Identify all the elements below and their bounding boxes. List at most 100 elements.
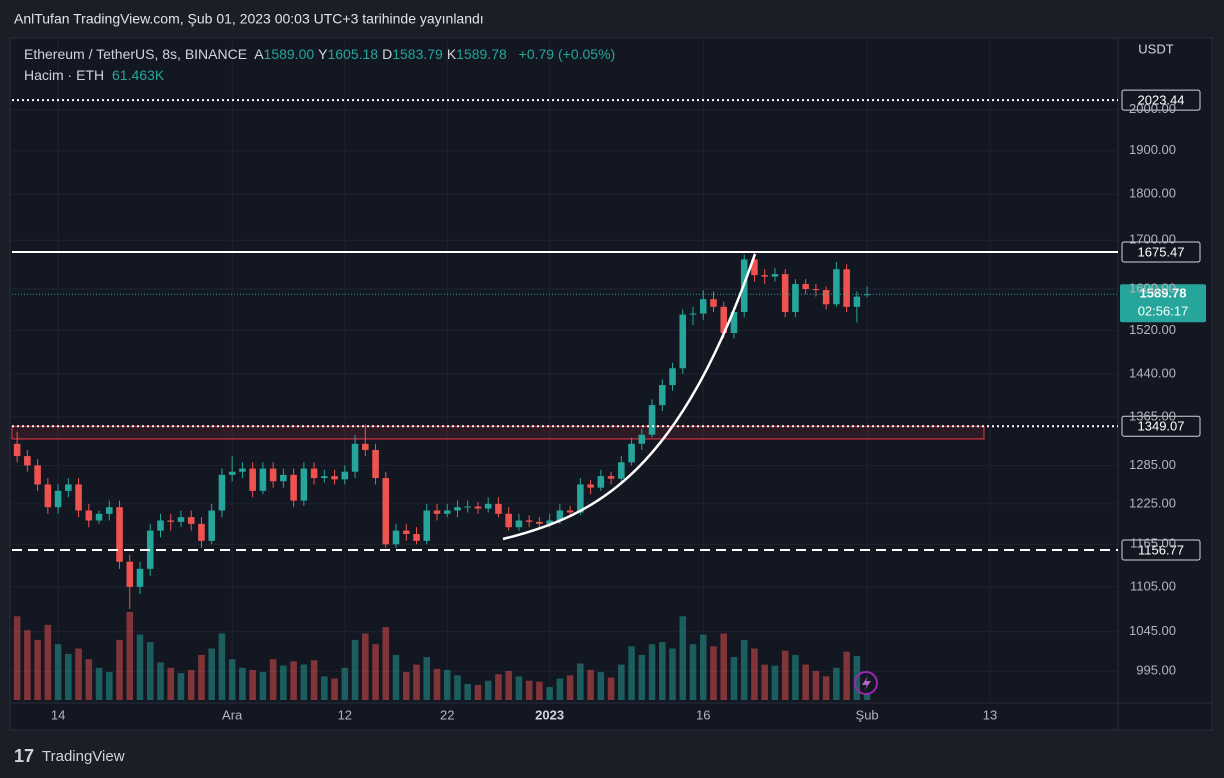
volume-bar — [95, 667, 103, 700]
volume-bar — [781, 650, 789, 700]
candle-body — [362, 443, 369, 450]
candle-body — [75, 484, 82, 511]
y-tick-label: 995.00 — [1136, 663, 1176, 678]
ohlc-fields: A1589.00 Y1605.18 D1583.79 K1589.78 — [254, 46, 511, 62]
candle-body — [699, 299, 707, 314]
volume-label: Hacim · ETH — [24, 67, 105, 83]
field-value: 1583.79 — [392, 46, 443, 62]
volume-bar — [177, 673, 185, 700]
volume-bar — [771, 665, 779, 700]
grid — [10, 38, 1118, 703]
candle-body — [638, 434, 646, 444]
x-tick-label: 14 — [51, 707, 65, 722]
legend-row: Ethereum / TetherUS, 8s, BINANCE A1589.0… — [24, 44, 619, 65]
candle-body — [484, 503, 492, 509]
x-tick-label: 16 — [696, 707, 710, 722]
volume-bar — [525, 680, 533, 700]
y-tick-label: 1285.00 — [1129, 457, 1176, 472]
volume-bar — [474, 684, 482, 700]
volume-bar — [863, 693, 871, 700]
volume-bar — [659, 642, 666, 700]
candle-body — [13, 443, 21, 457]
candle-body — [812, 289, 820, 291]
y-tick-label: 1700.00 — [1129, 232, 1176, 247]
volume-row: Hacim · ETH 61.463K — [24, 65, 619, 86]
candle-body — [382, 478, 390, 545]
candle-body — [116, 507, 123, 562]
volume-bar — [392, 654, 400, 700]
candle-body — [587, 484, 594, 488]
volume-bars — [13, 612, 871, 700]
candle-body — [341, 471, 349, 480]
volume-bar — [300, 664, 308, 700]
volume-bar — [669, 648, 676, 700]
candle-body — [65, 484, 72, 491]
volume-bar — [290, 661, 297, 700]
alert-icon[interactable] — [854, 671, 878, 695]
volume-bar — [34, 639, 41, 700]
y-tick-label: 1225.00 — [1129, 495, 1176, 510]
candle-body — [443, 510, 451, 514]
candle-body — [218, 474, 226, 511]
candle-body — [689, 313, 697, 315]
candle-body — [566, 510, 574, 513]
price-tag — [1121, 539, 1201, 561]
alert-bolt — [862, 676, 871, 691]
candle-body — [208, 510, 215, 541]
volume-bar — [331, 678, 338, 700]
volume-bar — [351, 639, 359, 700]
zones — [11, 425, 985, 440]
y-tick-label: 2000.00 — [1129, 101, 1176, 116]
volume-bar — [167, 667, 175, 700]
volume-bar — [607, 677, 615, 700]
volume-bar — [618, 664, 625, 700]
y-tick-label: 1365.00 — [1129, 408, 1176, 423]
candle-body — [536, 521, 543, 524]
price-tag — [1121, 241, 1201, 263]
volume-bar — [402, 672, 410, 700]
currency-label: USDT — [1138, 41, 1173, 56]
volume-bar — [699, 634, 707, 700]
candle-body — [146, 530, 154, 569]
candle-body — [792, 284, 799, 313]
legend: Ethereum / TetherUS, 8s, BINANCE A1589.0… — [24, 44, 619, 86]
volume-bar — [740, 639, 748, 700]
candle-body — [730, 312, 738, 333]
volume-bar — [730, 657, 738, 700]
volume-bar — [136, 634, 144, 700]
candle-body — [290, 474, 297, 501]
candle-body — [628, 443, 635, 463]
volume-bar — [536, 681, 543, 700]
volume-bar — [208, 648, 215, 700]
volume-bar — [802, 664, 809, 700]
volume-bar — [597, 672, 605, 700]
candle-body — [187, 517, 195, 524]
candle-body — [546, 520, 553, 524]
volume-bar — [443, 669, 451, 700]
y-tick-label: 1105.00 — [1130, 578, 1176, 593]
x-tick-label: 22 — [440, 707, 454, 722]
candle-body — [300, 468, 308, 501]
volume-bar — [382, 627, 390, 700]
volume-bar — [566, 675, 574, 700]
candle-body — [525, 520, 533, 522]
candle-body — [781, 274, 789, 313]
candle-body — [679, 314, 687, 369]
candle-body — [331, 476, 338, 480]
chart-panel — [9, 37, 1213, 731]
volume-bar — [280, 665, 287, 700]
candle-body — [577, 484, 584, 513]
volume-bar — [454, 675, 461, 700]
candle-body — [351, 443, 359, 472]
candle-body — [454, 507, 461, 511]
candle-body — [751, 259, 758, 276]
footer-brand: TradingView — [42, 748, 125, 765]
volume-bar — [187, 669, 195, 700]
candle-body — [720, 306, 728, 333]
price-tag-label: 2023.44 — [1138, 93, 1185, 108]
candle-body — [505, 513, 512, 528]
candle-body — [648, 405, 656, 435]
candle-body — [423, 510, 431, 541]
y-tick-label: 1900.00 — [1129, 142, 1176, 157]
candle-body — [24, 456, 31, 466]
